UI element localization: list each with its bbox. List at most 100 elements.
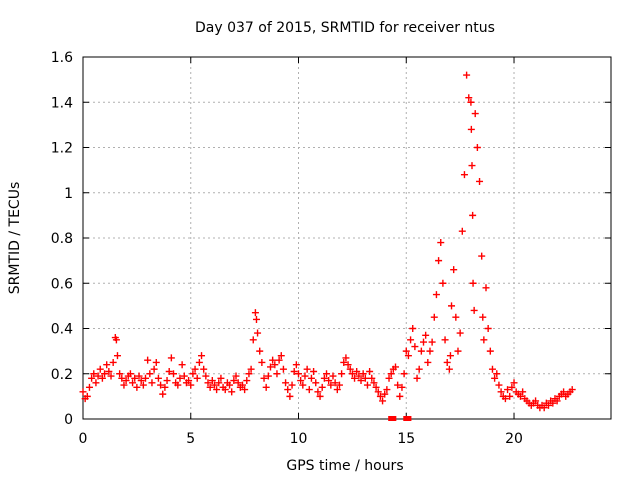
data-point xyxy=(284,386,292,394)
data-point xyxy=(264,372,272,380)
data-point xyxy=(157,381,165,389)
data-point xyxy=(286,392,294,400)
data-point xyxy=(83,392,91,400)
data-point xyxy=(443,358,451,366)
x-tick-label: 0 xyxy=(79,431,88,447)
data-point xyxy=(476,177,484,185)
data-point xyxy=(98,374,106,382)
data-point xyxy=(450,266,458,274)
data-point xyxy=(180,372,188,380)
data-point xyxy=(312,379,320,387)
data-point xyxy=(85,383,93,391)
data-point xyxy=(473,144,481,151)
y-tick-label: 1.4 xyxy=(51,95,73,111)
data-point xyxy=(432,291,440,299)
data-point xyxy=(504,386,512,394)
data-point xyxy=(327,381,335,389)
data-point xyxy=(252,315,260,323)
data-point xyxy=(458,227,466,235)
y-tick-label: 0.4 xyxy=(51,322,73,338)
data-point xyxy=(277,352,285,360)
data-point xyxy=(325,377,333,385)
data-point xyxy=(508,383,516,391)
data-point xyxy=(215,379,223,387)
data-point xyxy=(154,374,162,382)
data-point xyxy=(413,374,421,382)
y-tick-label: 0.6 xyxy=(51,276,73,292)
y-tick-label: 1.6 xyxy=(51,50,73,66)
data-point xyxy=(316,392,324,400)
data-point xyxy=(238,381,246,389)
data-point xyxy=(468,162,476,170)
data-point xyxy=(131,374,139,382)
data-point xyxy=(346,365,354,373)
data-point xyxy=(396,392,404,400)
data-point xyxy=(288,381,296,389)
data-point xyxy=(467,125,475,133)
data-point xyxy=(355,372,363,380)
data-point xyxy=(262,383,270,391)
data-point xyxy=(314,388,322,396)
data-point xyxy=(206,383,214,391)
data-point xyxy=(159,390,167,398)
data-point xyxy=(424,358,432,366)
data-point xyxy=(256,347,264,355)
data-point xyxy=(469,211,477,219)
data-point xyxy=(372,383,380,391)
data-point xyxy=(174,381,182,389)
data-point xyxy=(357,377,365,385)
data-point xyxy=(118,374,126,382)
data-point xyxy=(191,365,199,373)
data-point xyxy=(460,171,468,179)
data-point xyxy=(359,370,367,378)
grid xyxy=(83,57,611,419)
data-point xyxy=(310,367,318,375)
data-point xyxy=(404,352,412,360)
data-point xyxy=(363,381,371,389)
data-point xyxy=(428,338,436,346)
data-point xyxy=(430,313,438,321)
x-tick-label: 15 xyxy=(397,431,415,447)
data-point xyxy=(553,397,561,405)
data-point xyxy=(193,374,201,382)
data-point xyxy=(417,347,425,355)
data-point xyxy=(560,388,568,396)
data-point xyxy=(351,374,359,382)
data-point xyxy=(301,372,309,380)
data-point xyxy=(200,365,208,373)
data-point xyxy=(467,98,475,106)
data-point xyxy=(210,381,218,389)
data-point xyxy=(112,336,120,344)
data-point xyxy=(516,392,524,400)
data-point xyxy=(105,367,113,375)
data-point xyxy=(208,377,216,385)
data-point xyxy=(141,374,149,382)
data-point xyxy=(344,361,352,369)
data-point xyxy=(299,381,307,389)
x-tick-label: 10 xyxy=(290,431,308,447)
data-point xyxy=(133,383,141,391)
data-point xyxy=(385,374,393,382)
data-point xyxy=(243,377,251,385)
data-point xyxy=(122,377,130,385)
data-point xyxy=(441,336,449,344)
data-point xyxy=(374,388,382,396)
data-point xyxy=(202,372,210,380)
data-point xyxy=(391,363,399,371)
data-point xyxy=(282,379,290,387)
data-point xyxy=(333,386,341,394)
y-tick-label: 1 xyxy=(64,186,73,202)
data-point xyxy=(394,381,402,389)
data-point xyxy=(479,313,487,321)
data-point xyxy=(230,377,238,385)
data-point xyxy=(234,379,242,387)
data-point xyxy=(126,370,134,378)
data-point xyxy=(148,379,156,387)
data-point xyxy=(249,336,257,344)
data-point xyxy=(491,374,499,382)
data-point xyxy=(400,370,408,378)
data-point xyxy=(116,370,124,378)
y-tick-label: 0 xyxy=(64,412,73,428)
data-point xyxy=(420,338,428,346)
